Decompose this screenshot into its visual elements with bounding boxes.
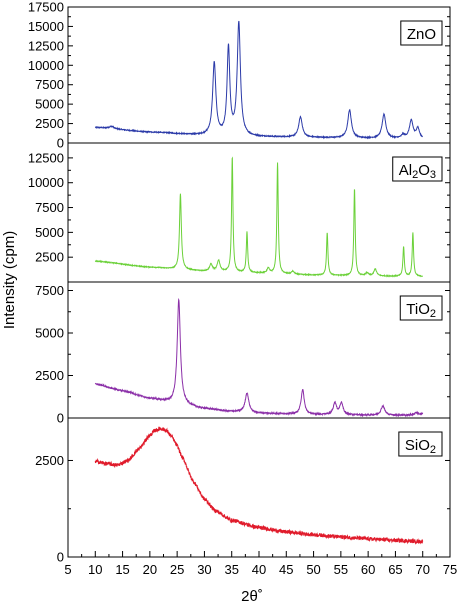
series-line — [94, 20, 424, 140]
panel-frame — [67, 6, 451, 144]
y-tick-label: 2500 — [35, 453, 64, 468]
panel-frame — [67, 417, 451, 558]
y-tick-label: 2500 — [35, 250, 64, 265]
x-tick-label: 15 — [115, 562, 129, 577]
x-tick-label: 35 — [224, 562, 238, 577]
y-tick-label: 12500 — [28, 150, 64, 165]
x-tick-label: 75 — [443, 562, 457, 577]
panel-1: 0 2500 5000 7500 10000 12500 15000 17500 ZnO — [28, 0, 451, 151]
panel-label: Al2O3 — [399, 162, 436, 181]
x-tick-label: 60 — [361, 562, 375, 577]
panel-label-box — [398, 431, 443, 457]
x-tick-label: 25 — [170, 562, 184, 577]
panel-frame — [67, 281, 451, 419]
x-tick-label: 5 — [64, 562, 71, 577]
y-tick-label: 10000 — [28, 58, 64, 73]
panel-label-box — [399, 295, 443, 321]
x-tick-label: 70 — [415, 562, 429, 577]
y-tick-label: 0 — [57, 411, 64, 426]
y-tick-label: 5000 — [35, 225, 64, 240]
y-tick-label: 2500 — [35, 368, 64, 383]
x-tick-label: 65 — [388, 562, 402, 577]
series-line — [94, 156, 424, 278]
panel-label: ZnO — [407, 26, 436, 43]
y-tick-label: 2500 — [35, 116, 64, 131]
y-tick-label: 12500 — [28, 38, 64, 53]
x-tick-label: 30 — [197, 562, 211, 577]
panel-label: SiO2 — [405, 437, 436, 456]
panel-label: TiO2 — [406, 301, 436, 320]
y-axis-label: Intensity (cpm) — [1, 231, 18, 329]
series-line — [94, 297, 424, 418]
x-tick-label: 45 — [279, 562, 293, 577]
panel-4: 0 2500 SiO2 — [35, 417, 451, 565]
y-tick-label: 10000 — [28, 175, 64, 190]
panel-label-box — [392, 156, 443, 182]
y-tick-label: 7500 — [35, 200, 64, 215]
y-tick-label: 0 — [57, 550, 64, 565]
y-tick-label: 7500 — [35, 283, 64, 298]
y-tick-label: 17500 — [28, 0, 64, 15]
y-tick-label: 5000 — [35, 326, 64, 341]
y-tick-label: 7500 — [35, 77, 64, 92]
panel-2: 2500 5000 7500 10000 12500 Al2O3 — [28, 142, 451, 283]
x-tick-label: 10 — [88, 562, 102, 577]
x-axis: 5 10 15 20 25 30 35 40 45 50 55 60 65 70 75 — [64, 551, 457, 577]
panel-label-box — [400, 20, 443, 46]
y-tick-label: 5000 — [35, 97, 64, 112]
x-axis-label: 2θ˚ — [241, 588, 263, 605]
x-tick-label: 50 — [306, 562, 320, 577]
x-tick-label: 55 — [334, 562, 348, 577]
chart-panels: 0 2500 5000 7500 10000 12500 15000 17500 ZnO 2500… — [28, 0, 451, 565]
x-tick-label: 20 — [143, 562, 157, 577]
series-line — [94, 426, 424, 545]
y-tick-label: 15000 — [28, 19, 64, 34]
x-tick-label: 40 — [252, 562, 266, 577]
y-tick-label: 0 — [57, 136, 64, 151]
panel-3: 0 2500 5000 7500 TiO2 — [35, 281, 451, 426]
